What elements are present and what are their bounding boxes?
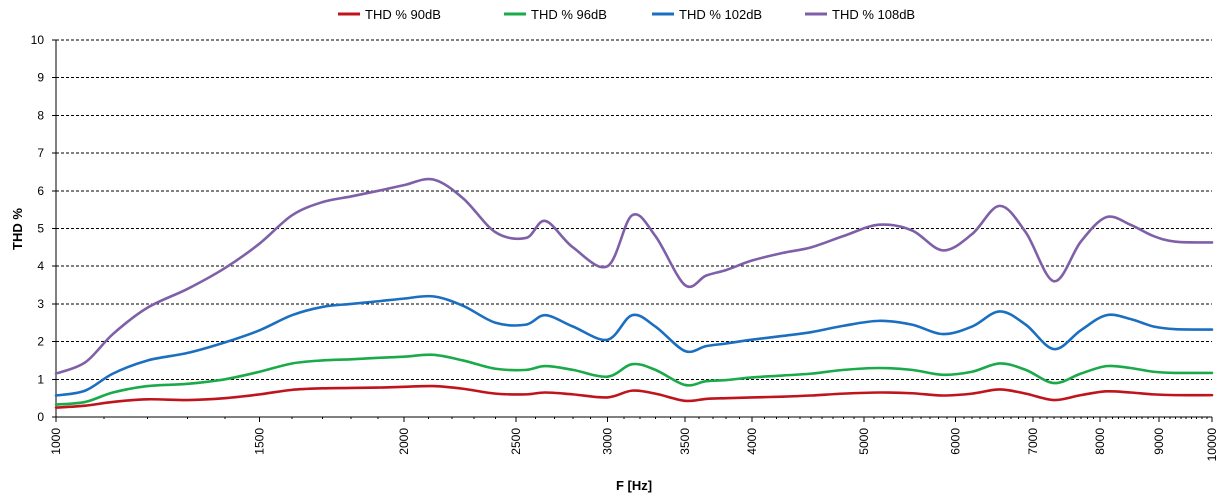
legend-item-thd-108db: THD % 108dB [805,7,915,22]
y-tick-label: 0 [37,410,44,424]
y-tick-label: 6 [37,184,44,198]
series-line-thd-102db [54,294,1214,397]
series-line-thd-96db [54,353,1214,406]
x-tick-label: 5000 [857,428,871,455]
x-tick-label: 10000 [1205,428,1219,462]
x-tick-label: 8000 [1093,428,1107,455]
legend-item-thd-102db: THD % 102dB [652,7,762,22]
x-tick-label: 1000 [49,428,63,455]
y-tick-label: 3 [37,297,44,311]
x-axis-title: F [Hz] [616,478,652,493]
x-tick-label: 3000 [601,428,615,455]
y-tick-label: 8 [37,108,44,122]
legend: THD % 90dB THD % 96dB THD % 102dB THD % 108… [338,7,915,22]
x-tick-label: 7000 [1026,428,1040,455]
series-layer [54,177,1214,409]
legend-item-thd-96db: THD % 96dB [504,7,607,22]
legend-label: THD % 96dB [531,7,607,22]
y-tick-label: 5 [37,222,44,236]
y-axis-ticks: 0 1 2 3 4 5 6 7 8 9 10 [31,33,56,424]
series-line-thd-90db [54,384,1214,409]
y-tick-label: 2 [37,335,44,349]
legend-item-thd-90db: THD % 90dB [338,7,441,22]
y-tick-label: 4 [37,259,44,273]
legend-label: THD % 102dB [679,7,762,22]
legend-label: THD % 90dB [365,7,441,22]
x-tick-label: 2000 [397,428,411,455]
x-tick-label: 9000 [1152,428,1166,455]
y-tick-label: 7 [37,146,44,160]
gridlines [56,39,1212,380]
x-tick-label: 4000 [745,428,759,455]
x-axis-ticks: 1000 1500 2000 2500 3000 3500 4000 5000 6000 7000… [49,417,1219,461]
series-line-thd-108db [54,177,1214,375]
x-tick-label: 2500 [509,428,523,455]
y-tick-label: 10 [31,33,45,47]
legend-label: THD % 108dB [832,7,915,22]
y-axis-title: THD % [10,208,25,250]
y-tick-label: 1 [37,372,44,386]
y-tick-label: 9 [37,71,44,85]
x-tick-label: 6000 [949,428,963,455]
x-tick-label: 1500 [253,428,267,455]
x-tick-label: 3500 [678,428,692,455]
